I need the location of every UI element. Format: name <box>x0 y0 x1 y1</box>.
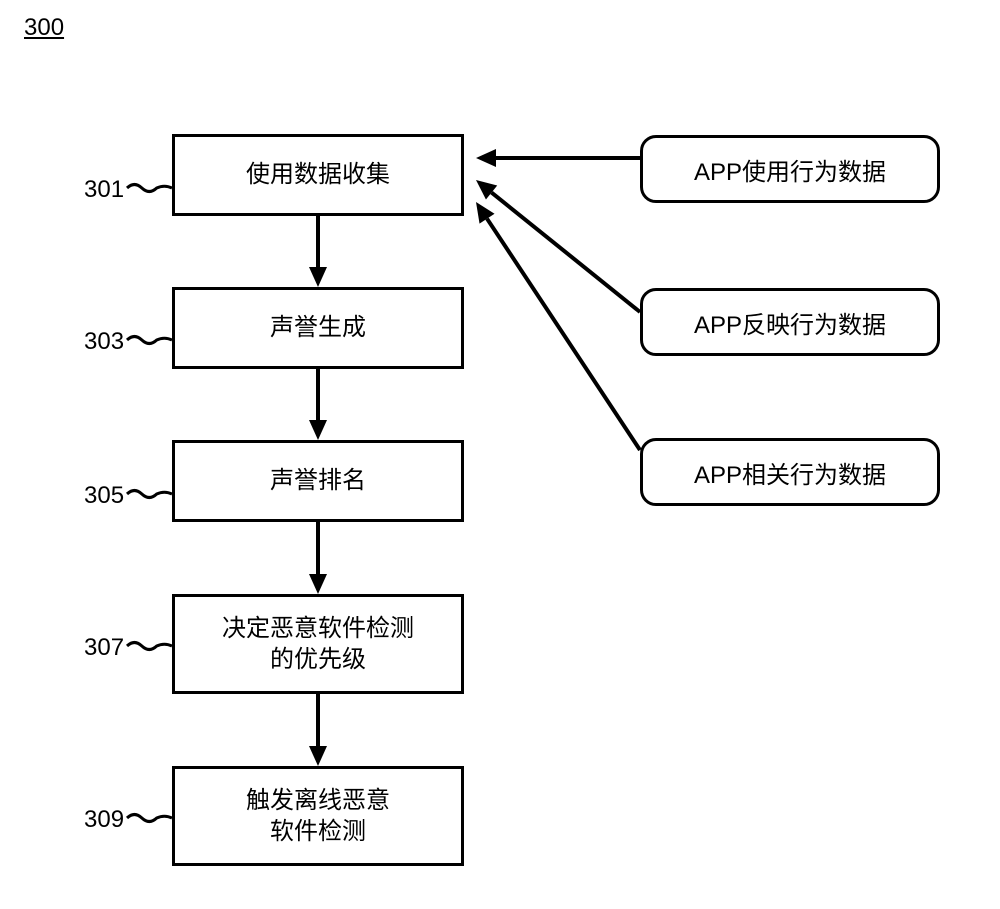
diagram-canvas: 300 使用数据收集 声誉生成 声誉排名 决定恶意软件检测 的优先级 触发离线恶… <box>0 0 1000 909</box>
arrow-layer <box>0 0 1000 909</box>
